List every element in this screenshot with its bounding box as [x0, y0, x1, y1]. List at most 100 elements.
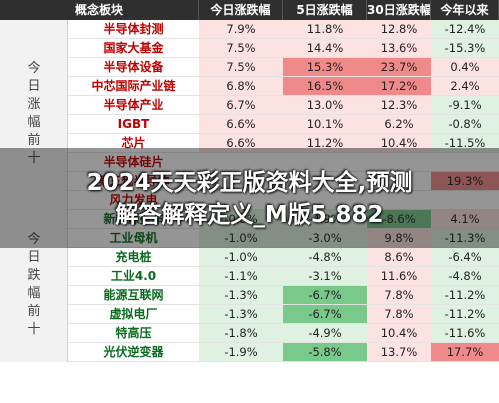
sector-name: 国家大基金 [68, 39, 199, 57]
five-day-change-cell [283, 172, 367, 190]
ytd-change-cell: 4.1% [431, 210, 499, 228]
today-change-cell [199, 153, 283, 171]
today-change-cell [199, 172, 283, 190]
sector-name: 半导体硅片 [68, 153, 199, 171]
five-day-change-cell: 10.1% [283, 115, 367, 133]
group-label-char: 日 [27, 79, 41, 94]
table-row: 半导体产业 6.7% 13.0% 12.3% -9.1% [68, 96, 499, 115]
five-day-change-cell: -3.1% [283, 267, 367, 285]
ytd-change-cell: -11.6% [431, 324, 499, 342]
five-day-change-cell: -5.8% [283, 343, 367, 361]
five-day-change-cell: -4.8% [283, 248, 367, 266]
thirty-day-change-cell: 12.8% [367, 20, 431, 38]
sector-name: 风力发电 [68, 191, 199, 209]
five-day-change-cell: 14.4% [283, 39, 367, 57]
group-label-char: 幅 [27, 286, 41, 301]
table-row: 工业4.0 -1.1% -3.1% 11.6% -4.8% [68, 267, 499, 286]
today-change-cell: 6.8% [199, 77, 283, 95]
ytd-change-cell: 19.3% [431, 172, 499, 190]
ytd-change-cell: -15.3% [431, 39, 499, 57]
sector-name: 特高压 [68, 324, 199, 342]
thirty-day-change-cell: 13.6% [367, 39, 431, 57]
thirty-day-change-cell: 7.8% [367, 286, 431, 304]
five-day-change-cell: 13.0% [283, 96, 367, 114]
group-label-top-gainers [0, 20, 68, 210]
ytd-change-cell: -6.4% [431, 248, 499, 266]
today-change-cell: -1.1% [199, 267, 283, 285]
ytd-change-cell: 17.7% [431, 343, 499, 361]
thirty-day-change-cell: 12.3% [367, 96, 431, 114]
today-change-cell: 6.6% [199, 115, 283, 133]
table-row: 充电桩 -1.0% -4.8% 8.6% -6.4% [68, 248, 499, 267]
table-row: 工业母机 -1.0% -3.0% 9.8% -11.3% [68, 229, 499, 248]
sector-name: 虚拟电厂 [68, 305, 199, 323]
table-row: 国家大基金 7.5% 14.4% 13.6% -15.3% [68, 39, 499, 58]
thirty-day-change-cell: 10.4% [367, 324, 431, 342]
today-change-cell [199, 191, 283, 209]
table-row: 半导体硅片 [68, 153, 499, 172]
ytd-change-cell: -11.2% [431, 286, 499, 304]
ytd-change-cell: -4.8% [431, 267, 499, 285]
banner-line-1: 2024天天彩正版资料大全,预测 [86, 170, 413, 196]
group-label-char: 跌 [27, 268, 41, 283]
ytd-change-cell: 0.4% [431, 58, 499, 76]
sector-name: 第三代半导体 [68, 172, 199, 190]
column-header: 5日涨跌幅 [283, 0, 367, 20]
column-header: 今年以来 [431, 0, 499, 20]
today-change-cell: -1.9% [199, 343, 283, 361]
ytd-change-cell: -11.2% [431, 305, 499, 323]
sector-name: 工业母机 [68, 229, 199, 247]
five-day-change-cell: 15.3% [283, 58, 367, 76]
today-change-cell: 7.5% [199, 58, 283, 76]
sector-name: 充电桩 [68, 248, 199, 266]
sector-name: 新能源整车 [68, 210, 199, 228]
five-day-change-cell: 11.8% [283, 20, 367, 38]
ytd-change-cell [431, 191, 499, 209]
today-change-cell: -1.3% [199, 305, 283, 323]
sector-name: 光伏逆变器 [68, 343, 199, 361]
sector-name: 能源互联网 [68, 286, 199, 304]
ytd-change-cell: -11.5% [431, 134, 499, 152]
five-day-change-cell: 16.5% [283, 77, 367, 95]
ytd-change-cell: -12.4% [431, 20, 499, 38]
sector-name: 工业4.0 [68, 267, 199, 285]
group-label-char: 前 [27, 133, 41, 148]
group-label-char: 幅 [27, 115, 41, 130]
group-label-char: 十 [27, 151, 41, 166]
group-label-char: 今 [27, 61, 41, 76]
five-day-change-cell: 11.2% [283, 134, 367, 152]
table-row: 光伏逆变器 -1.9% -5.8% 13.7% 17.7% [68, 343, 499, 362]
table-row: 虚拟电厂 -1.3% -6.7% 7.8% -11.2% [68, 305, 499, 324]
five-day-change-cell: -6.7% [283, 305, 367, 323]
thirty-day-change-cell: -8.6% [367, 210, 431, 228]
thirty-day-change-cell: 8.6% [367, 248, 431, 266]
today-change-cell: -1.0% [199, 229, 283, 247]
ytd-change-cell: -0.8% [431, 115, 499, 133]
table-row: IGBT 6.6% 10.1% 6.2% -0.8% [68, 115, 499, 134]
sector-name: IGBT [68, 115, 199, 133]
column-header: 概念板块 [0, 0, 199, 20]
thirty-day-change-cell [367, 153, 431, 171]
today-change-cell: -1.8% [199, 324, 283, 342]
banner-line-2: 解答解释定义_M版5.882 [115, 202, 384, 228]
sector-name: 中芯国际产业链 [68, 77, 199, 95]
ytd-change-cell: -11.3% [431, 229, 499, 247]
five-day-change-cell [283, 191, 367, 209]
five-day-change-cell [283, 153, 367, 171]
table-row: 中芯国际产业链 6.8% 16.5% 17.2% 2.4% [68, 77, 499, 96]
five-day-change-cell: -4.9% [283, 324, 367, 342]
table-row: 半导体封测 7.9% 11.8% 12.8% -12.4% [68, 20, 499, 39]
watermark-banner: 2024天天彩正版资料大全,预测 解答解释定义_M版5.882 [0, 148, 499, 248]
sector-name: 芯片 [68, 134, 199, 152]
ytd-change-cell: 2.4% [431, 77, 499, 95]
table-row: 能源互联网 -1.3% -6.7% 7.8% -11.2% [68, 286, 499, 305]
today-change-cell: 7.5% [199, 39, 283, 57]
thirty-day-change-cell: 7.8% [367, 305, 431, 323]
five-day-change-cell: -3.0% [283, 229, 367, 247]
five-day-change-cell: -6.7% [283, 286, 367, 304]
thirty-day-change-cell: 10.4% [367, 134, 431, 152]
sector-name: 半导体产业 [68, 96, 199, 114]
group-label-char: 十 [27, 322, 41, 337]
sector-name: 半导体设备 [68, 58, 199, 76]
table-row: 特高压 -1.8% -4.9% 10.4% -11.6% [68, 324, 499, 343]
